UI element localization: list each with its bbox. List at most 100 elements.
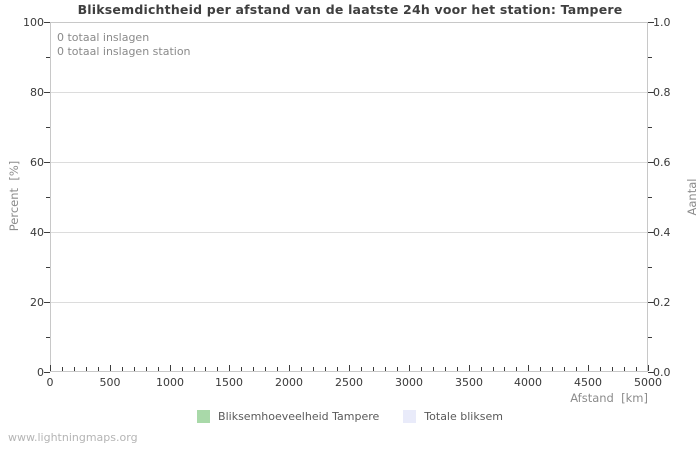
x-minor-tick [385,367,386,371]
y-right-major-tick [648,302,654,303]
x-minor-tick [86,367,87,371]
x-minor-tick [98,367,99,371]
y-left-minor-tick [46,197,50,198]
x-minor-tick [74,367,75,371]
x-tick-label: 5000 [634,376,662,389]
x-minor-tick [373,367,374,371]
x-major-tick [588,365,589,371]
x-major-tick [528,365,529,371]
x-major-tick [349,365,350,371]
legend: Bliksemhoeveelheid Tampere Totale bliksem [0,410,700,423]
x-minor-tick [636,367,637,371]
x-minor-tick [600,367,601,371]
y-left-major-tick [44,232,50,233]
x-minor-tick [313,367,314,371]
chart-title: Bliksemdichtheid per afstand van de laat… [77,2,623,17]
y-right-tick-label: 0.0 [653,366,671,379]
x-minor-tick [576,367,577,371]
x-minor-tick [504,367,505,371]
x-minor-tick [158,367,159,371]
y-left-tick-label: 100 [23,16,44,29]
y-right-minor-tick [648,127,652,128]
x-tick-label: 4000 [514,376,542,389]
x-major-tick [229,365,230,371]
annotation-line: 0 totaal inslagen station [57,44,191,58]
x-minor-tick [122,367,123,371]
y-right-major-tick [648,232,654,233]
x-minor-tick [134,367,135,371]
y-left-major-tick [44,22,50,23]
x-minor-tick [241,367,242,371]
x-minor-tick [445,367,446,371]
legend-swatch [197,410,211,423]
y-left-tick-label: 0 [37,366,44,379]
legend-item: Totale bliksem [403,410,503,423]
plot-area [50,22,648,372]
y-left-tick-label: 40 [30,226,44,239]
x-minor-tick [277,367,278,371]
y-left-minor-tick [46,57,50,58]
x-minor-tick [612,367,613,371]
x-tick-label: 1500 [215,376,243,389]
x-tick-label: 3000 [395,376,423,389]
y-right-tick-label: 0.6 [653,156,671,169]
x-tick-label: 3500 [455,376,483,389]
x-minor-tick [564,367,565,371]
x-minor-tick [146,367,147,371]
y-right-major-tick [648,22,654,23]
x-axis-label: Afstand [km] [570,391,648,405]
annotation-line: 0 totaal inslagen [57,31,150,44]
site-credit: www.lightningmaps.org [8,431,138,444]
x-minor-tick [421,367,422,371]
annotation-block: 0 totaal inslagen 0 totaal inslagen stati… [57,31,191,58]
y-right-minor-tick [648,57,652,58]
legend-label: Bliksemhoeveelheid Tampere [218,410,380,423]
x-major-tick [648,365,649,371]
x-tick-label: 1000 [156,376,184,389]
x-minor-tick [361,367,362,371]
y-right-major-tick [648,162,654,163]
y-axis-label-left: Percent [%] [7,160,21,232]
gridline-60 [51,162,647,163]
y-left-major-tick [44,162,50,163]
y-left-tick-label: 60 [30,156,44,169]
x-minor-tick [253,367,254,371]
x-minor-tick [624,367,625,371]
x-minor-tick [337,367,338,371]
y-left-major-tick [44,372,50,373]
gridline-80 [51,92,647,93]
y-right-tick-label: 0.8 [653,86,671,99]
y-right-major-tick [648,372,654,373]
x-minor-tick [182,367,183,371]
x-tick-label: 4500 [574,376,602,389]
y-right-minor-tick [648,197,652,198]
x-major-tick [170,365,171,371]
x-minor-tick [516,367,517,371]
x-minor-tick [481,367,482,371]
x-tick-label: 0 [46,376,54,389]
y-left-minor-tick [46,337,50,338]
legend-label: Totale bliksem [424,410,503,423]
y-right-major-tick [648,92,654,93]
x-minor-tick [301,367,302,371]
x-minor-tick [457,367,458,371]
x-tick-label: 2500 [335,376,363,389]
y-axis-label-right: Aantal [685,178,699,216]
y-right-tick-label: 0.4 [653,226,671,239]
x-major-tick [50,365,51,371]
x-minor-tick [552,367,553,371]
x-minor-tick [194,367,195,371]
x-major-tick [469,365,470,371]
x-minor-tick [493,367,494,371]
y-left-tick-label: 20 [30,296,44,309]
x-minor-tick [540,367,541,371]
y-right-minor-tick [648,267,652,268]
x-minor-tick [433,367,434,371]
x-major-tick [409,365,410,371]
y-left-major-tick [44,302,50,303]
gridline-20 [51,302,647,303]
x-minor-tick [397,367,398,371]
x-minor-tick [325,367,326,371]
gridline-40 [51,232,647,233]
